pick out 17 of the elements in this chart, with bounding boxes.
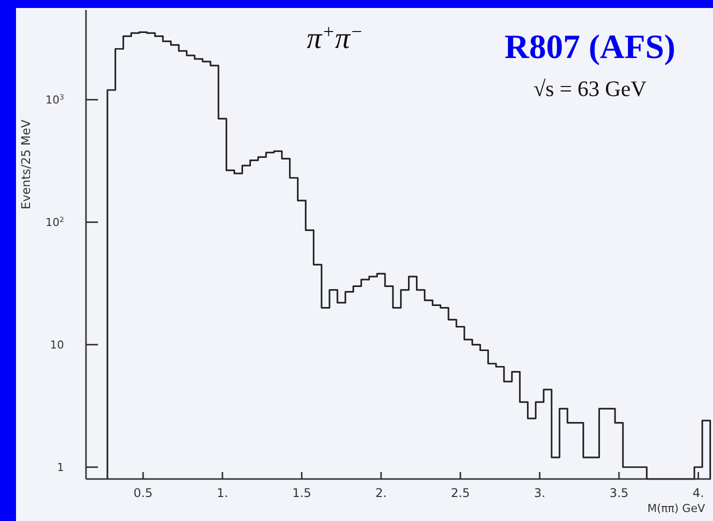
x-tick-label: 1. — [216, 486, 228, 500]
y-tick-label: 10$^{2}$ — [45, 214, 64, 230]
y-tick-label: 10$^{3}$ — [45, 92, 64, 107]
annotation: π$^{+}$π$^{−}$ — [306, 22, 364, 55]
x-tick-label: 1.5 — [292, 486, 312, 500]
x-tick-label: 3. — [534, 486, 546, 500]
y-tick-label: 1 — [57, 461, 64, 474]
x-tick-label: 0.5 — [134, 486, 153, 500]
y-tick-label: 10 — [50, 338, 64, 352]
annotation: √s = 63 GeV — [533, 76, 647, 101]
x-tick-label: 4. — [692, 486, 704, 500]
x-tick-label: 2.5 — [450, 486, 470, 500]
x-tick-label: 3.5 — [609, 486, 629, 500]
x-axis-title: M(ππ) GeV — [647, 502, 706, 515]
text: R807 (AFS) — [504, 29, 676, 66]
y-axis-title: Events/25 MeV — [19, 118, 33, 210]
x-tick-label: 2. — [375, 486, 387, 500]
